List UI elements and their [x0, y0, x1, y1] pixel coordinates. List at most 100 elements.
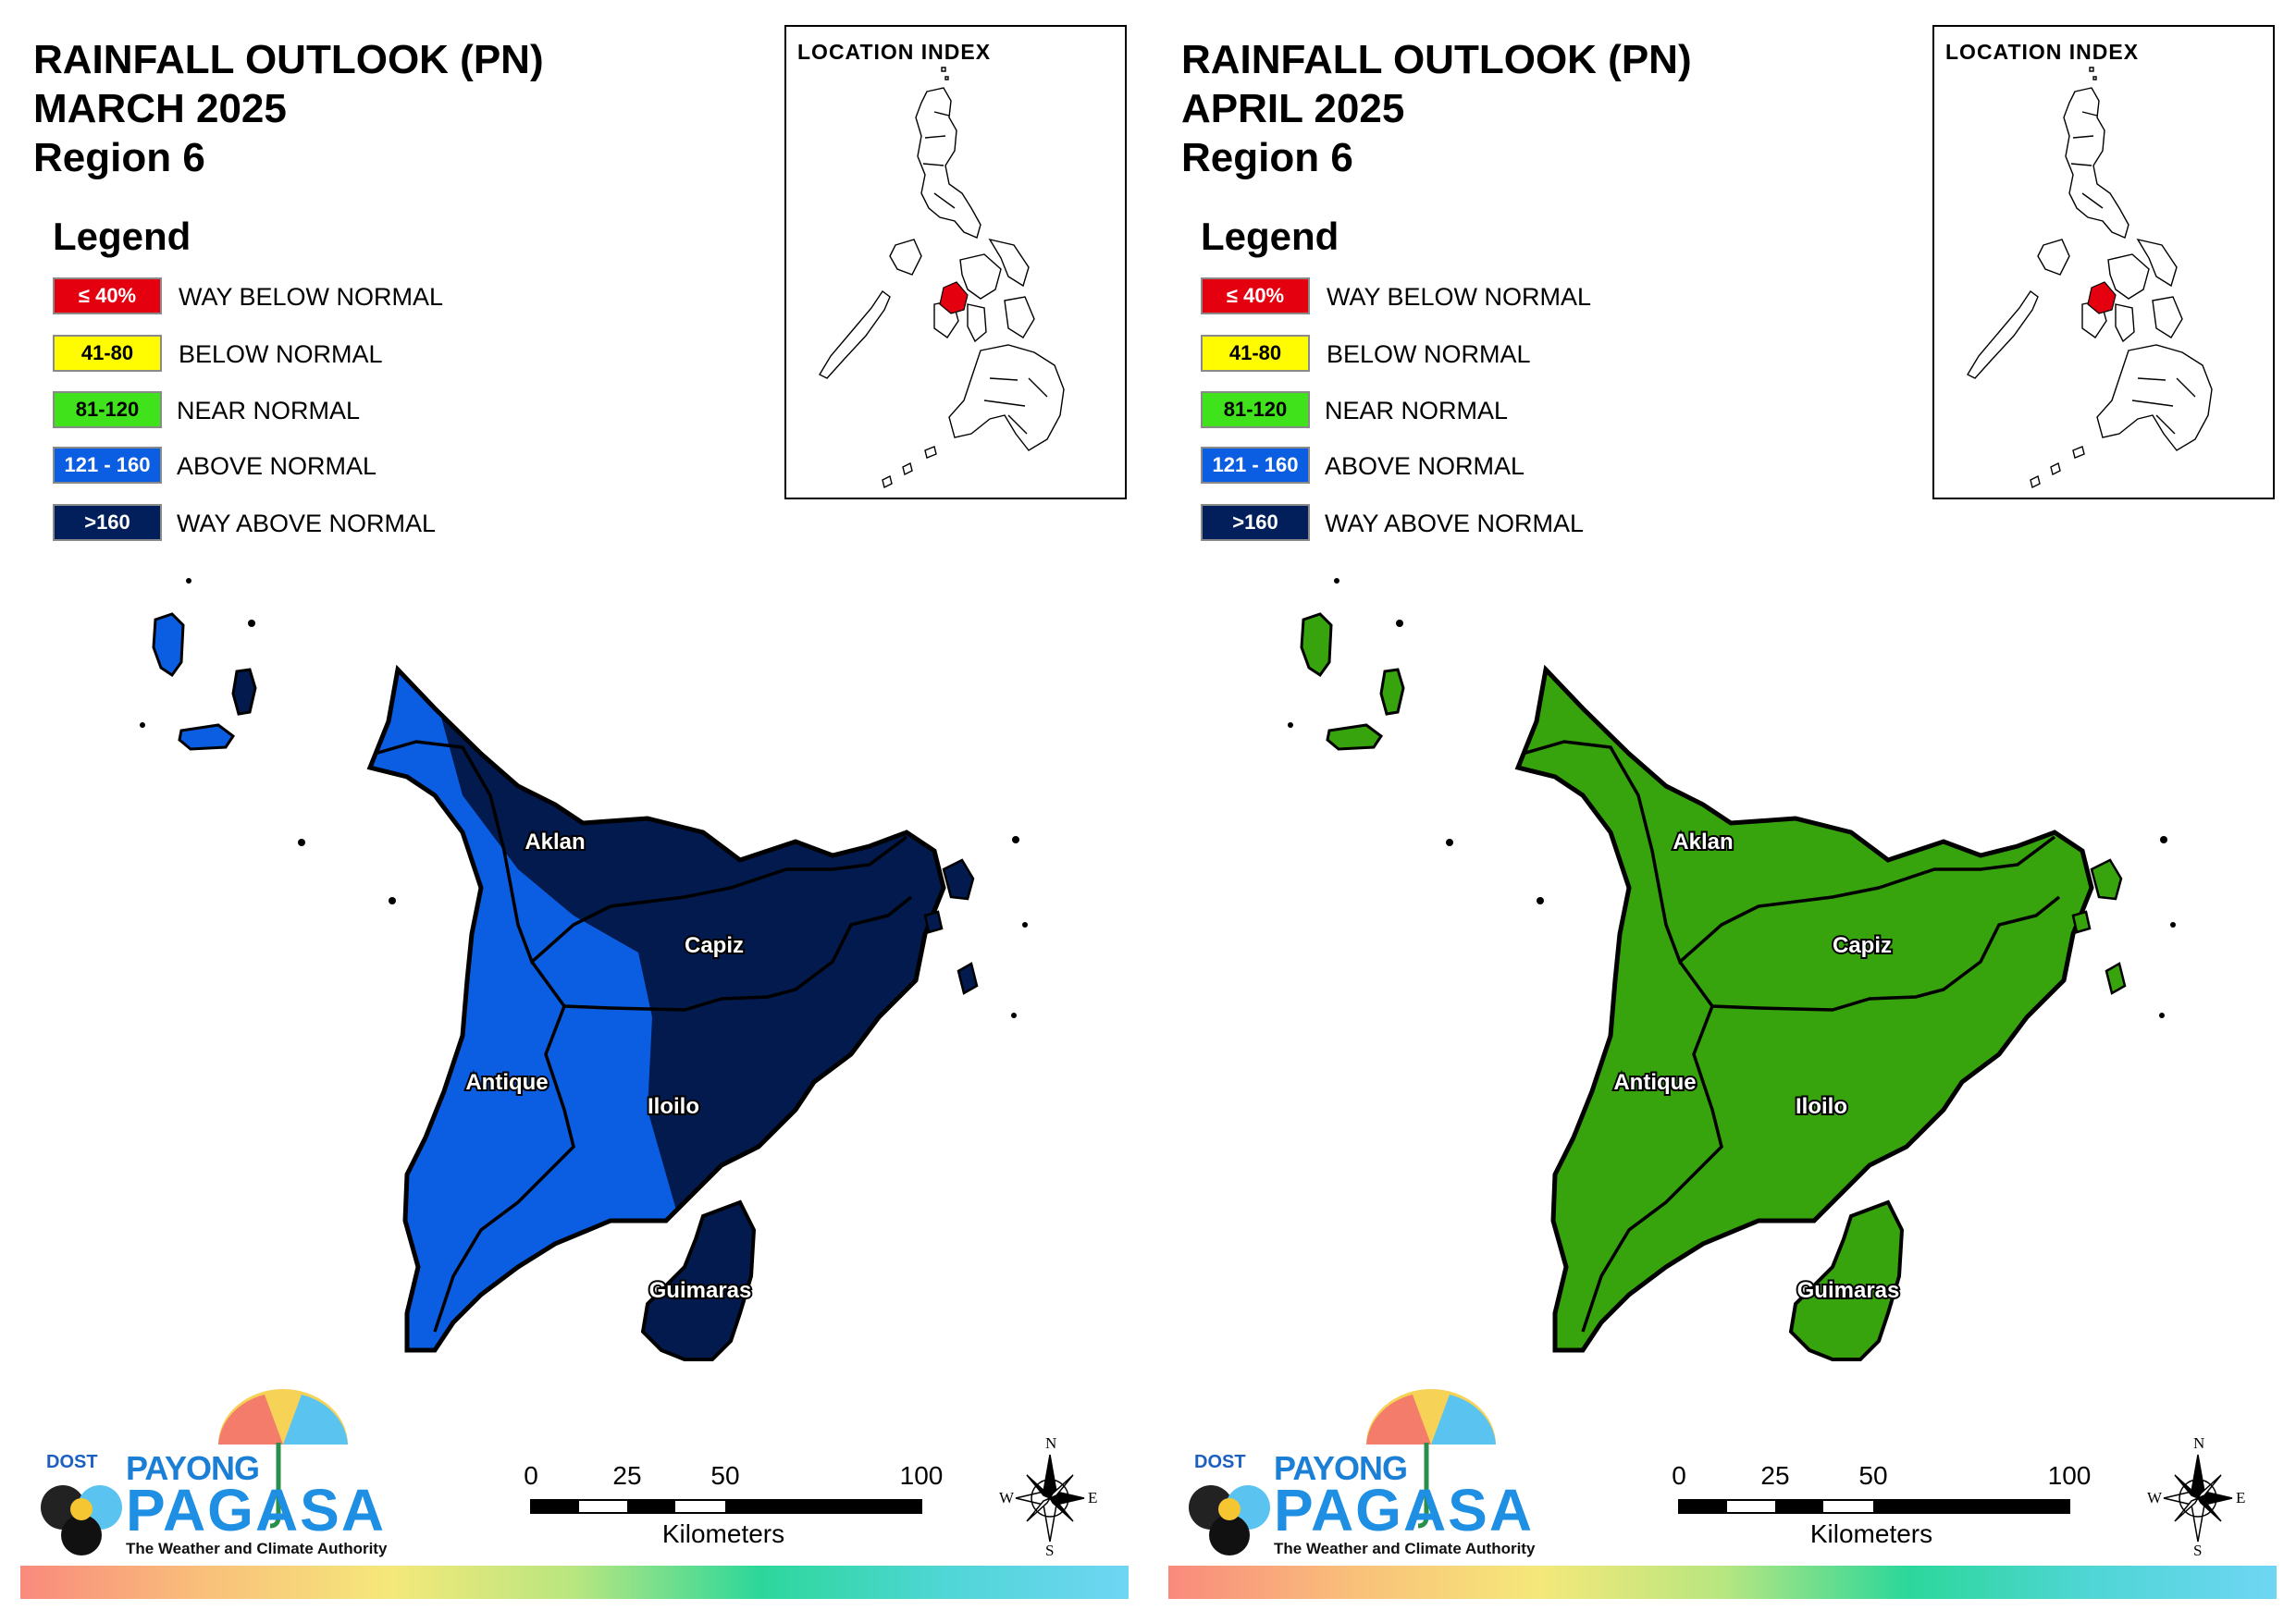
legend-swatch: 121 - 160	[53, 447, 162, 484]
province-label-antique: Antique	[465, 1070, 548, 1095]
region-6-highlight	[2087, 281, 2117, 314]
compass-south-label: S	[1045, 1542, 1055, 1559]
scale-tick-label: 0	[524, 1461, 538, 1490]
location-index-title: LOCATION INDEX	[1945, 40, 2140, 64]
panay-coastline	[366, 664, 946, 1353]
legend-swatch: 41-80	[53, 335, 162, 372]
logo-payong-text: PAYONG	[1274, 1449, 1408, 1487]
map-title: RAINFALL OUTLOOK (PN) APRIL 2025 Region …	[1181, 35, 1692, 182]
province-label-guimaras: Guimaras	[1797, 1278, 1900, 1303]
title-line-1: RAINFALL OUTLOOK (PN)	[33, 37, 544, 82]
region-6-choropleth-map: Aklan Capiz Antique Iloilo Guimaras	[140, 578, 1028, 1361]
logo-pagasa-text: PAGASA	[1274, 1477, 1535, 1543]
compass-west-label: W	[2147, 1489, 2163, 1506]
scale-units-label: Kilometers	[1809, 1519, 1933, 1548]
footer-gradient-bar	[20, 1566, 1129, 1599]
legend-label: WAY BELOW NORMAL	[179, 283, 444, 311]
province-label-iloilo: Iloilo	[648, 1094, 699, 1119]
legend-item-way-below: ≤ 40% WAY BELOW NORMAL	[1201, 277, 1626, 318]
philippines-outline-map	[1967, 67, 2213, 489]
legend-item-above: 121 - 160 ABOVE NORMAL	[1201, 447, 1626, 487]
province-label-aklan: Aklan	[1673, 830, 1733, 855]
scale-bar-graphic	[530, 1499, 922, 1514]
legend-label: BELOW NORMAL	[179, 340, 383, 368]
scale-bar-graphic	[1678, 1499, 2070, 1514]
location-index-inset: LOCATION INDEX	[784, 25, 1127, 499]
scale-tick-label: 50	[1858, 1461, 1888, 1490]
legend-title: Legend	[1201, 215, 1339, 258]
legend-label: ABOVE NORMAL	[1325, 452, 1525, 480]
legend-swatch: >160	[53, 504, 162, 541]
scale-units-label: Kilometers	[661, 1519, 785, 1548]
logo-dost-text: DOST	[1194, 1452, 1246, 1472]
outlook-panel-april: RAINFALL OUTLOOK (PN) APRIL 2025 Region …	[1148, 0, 2296, 1623]
compass-west-label: W	[999, 1489, 1015, 1506]
province-label-iloilo: Iloilo	[1796, 1094, 1847, 1119]
guimaras-island	[1788, 1199, 1905, 1361]
legend-label: WAY BELOW NORMAL	[1327, 283, 1592, 311]
legend-swatch: 121 - 160	[1201, 447, 1310, 484]
logo-tagline: The Weather and Climate Authority	[126, 1540, 388, 1557]
legend-swatch: 41-80	[1201, 335, 1310, 372]
footer-gradient-bar	[1168, 1566, 2277, 1599]
legend-label: BELOW NORMAL	[1327, 340, 1531, 368]
compass-north-label: N	[1045, 1434, 1057, 1452]
compass-south-label: S	[2193, 1542, 2203, 1559]
legend-item-way-below: ≤ 40% WAY BELOW NORMAL	[53, 277, 478, 318]
panay-coastline	[1514, 664, 2094, 1353]
legend-label: WAY ABOVE NORMAL	[177, 510, 437, 537]
scale-bar: 0 25 50 100 Kilometers	[1672, 1461, 2091, 1563]
compass-north-label: N	[2193, 1434, 2205, 1452]
scale-tick-label: 25	[1760, 1461, 1790, 1490]
scale-tick-label: 100	[2047, 1461, 2092, 1490]
legend-title: Legend	[53, 215, 191, 258]
title-month: APRIL 2025	[1181, 86, 1405, 131]
legend-swatch: ≤ 40%	[53, 277, 162, 314]
title-region: Region 6	[33, 135, 205, 180]
compass-rose-icon	[1015, 1454, 1085, 1543]
logo-pagasa-text: PAGASA	[126, 1477, 387, 1543]
province-label-capiz: Capiz	[1833, 933, 1892, 958]
outlook-panel-march: RAINFALL OUTLOOK (PN) MARCH 2025 Region …	[20, 25, 1129, 1599]
compass-east-label: E	[2236, 1489, 2246, 1506]
legend-swatch: 81-120	[53, 391, 162, 428]
legend-label: WAY ABOVE NORMAL	[1325, 510, 1585, 537]
scale-tick-label: 0	[1672, 1461, 1686, 1490]
logo-payong-text: PAYONG	[126, 1449, 260, 1487]
scale-bar: 0 25 50 100 Kilometers	[524, 1461, 943, 1563]
location-index-title: LOCATION INDEX	[797, 40, 992, 64]
province-label-capiz: Capiz	[685, 933, 744, 958]
payong-pagasa-logo: DOST PAYONG PAGASA The Weather and Clima…	[33, 1387, 388, 1568]
guimaras-island	[640, 1199, 757, 1361]
logo-dost-text: DOST	[46, 1452, 98, 1472]
legend-item-above: 121 - 160 ABOVE NORMAL	[53, 447, 478, 487]
umbrella-icon	[41, 1389, 348, 1555]
legend-label: ABOVE NORMAL	[177, 452, 377, 480]
title-line-1: RAINFALL OUTLOOK (PN)	[1181, 37, 1692, 82]
legend-swatch: >160	[1201, 504, 1310, 541]
legend-item-below: 41-80 BELOW NORMAL	[53, 335, 478, 375]
title-month: MARCH 2025	[33, 86, 287, 131]
province-label-antique: Antique	[1613, 1070, 1696, 1095]
map-title: RAINFALL OUTLOOK (PN) MARCH 2025 Region …	[33, 35, 544, 182]
legend-item-near: 81-120 NEAR NORMAL	[1201, 391, 1626, 432]
north-arrow-compass: N S E W	[2147, 1434, 2249, 1559]
title-region: Region 6	[1181, 135, 1353, 180]
philippines-outline-map	[819, 67, 1065, 489]
region-6-choropleth-map: Aklan Capiz Antique Iloilo Guimaras	[1288, 578, 2176, 1361]
legend-item-way-above: >160 WAY ABOVE NORMAL	[1201, 504, 1626, 545]
legend-swatch: 81-120	[1201, 391, 1310, 428]
payong-pagasa-logo: DOST PAYONG PAGASA The Weather and Clima…	[1181, 1387, 1536, 1568]
umbrella-icon	[1189, 1389, 1496, 1555]
province-label-guimaras: Guimaras	[649, 1278, 752, 1303]
legend-item-near: 81-120 NEAR NORMAL	[53, 391, 478, 432]
scale-tick-label: 25	[612, 1461, 642, 1490]
scale-tick-label: 100	[899, 1461, 944, 1490]
compass-rose-icon	[2163, 1454, 2233, 1543]
region-6-highlight	[939, 281, 969, 314]
legend-label: NEAR NORMAL	[177, 397, 361, 424]
logo-tagline: The Weather and Climate Authority	[1274, 1540, 1536, 1557]
province-label-aklan: Aklan	[525, 830, 585, 855]
legend-item-below: 41-80 BELOW NORMAL	[1201, 335, 1626, 375]
compass-east-label: E	[1088, 1489, 1098, 1506]
